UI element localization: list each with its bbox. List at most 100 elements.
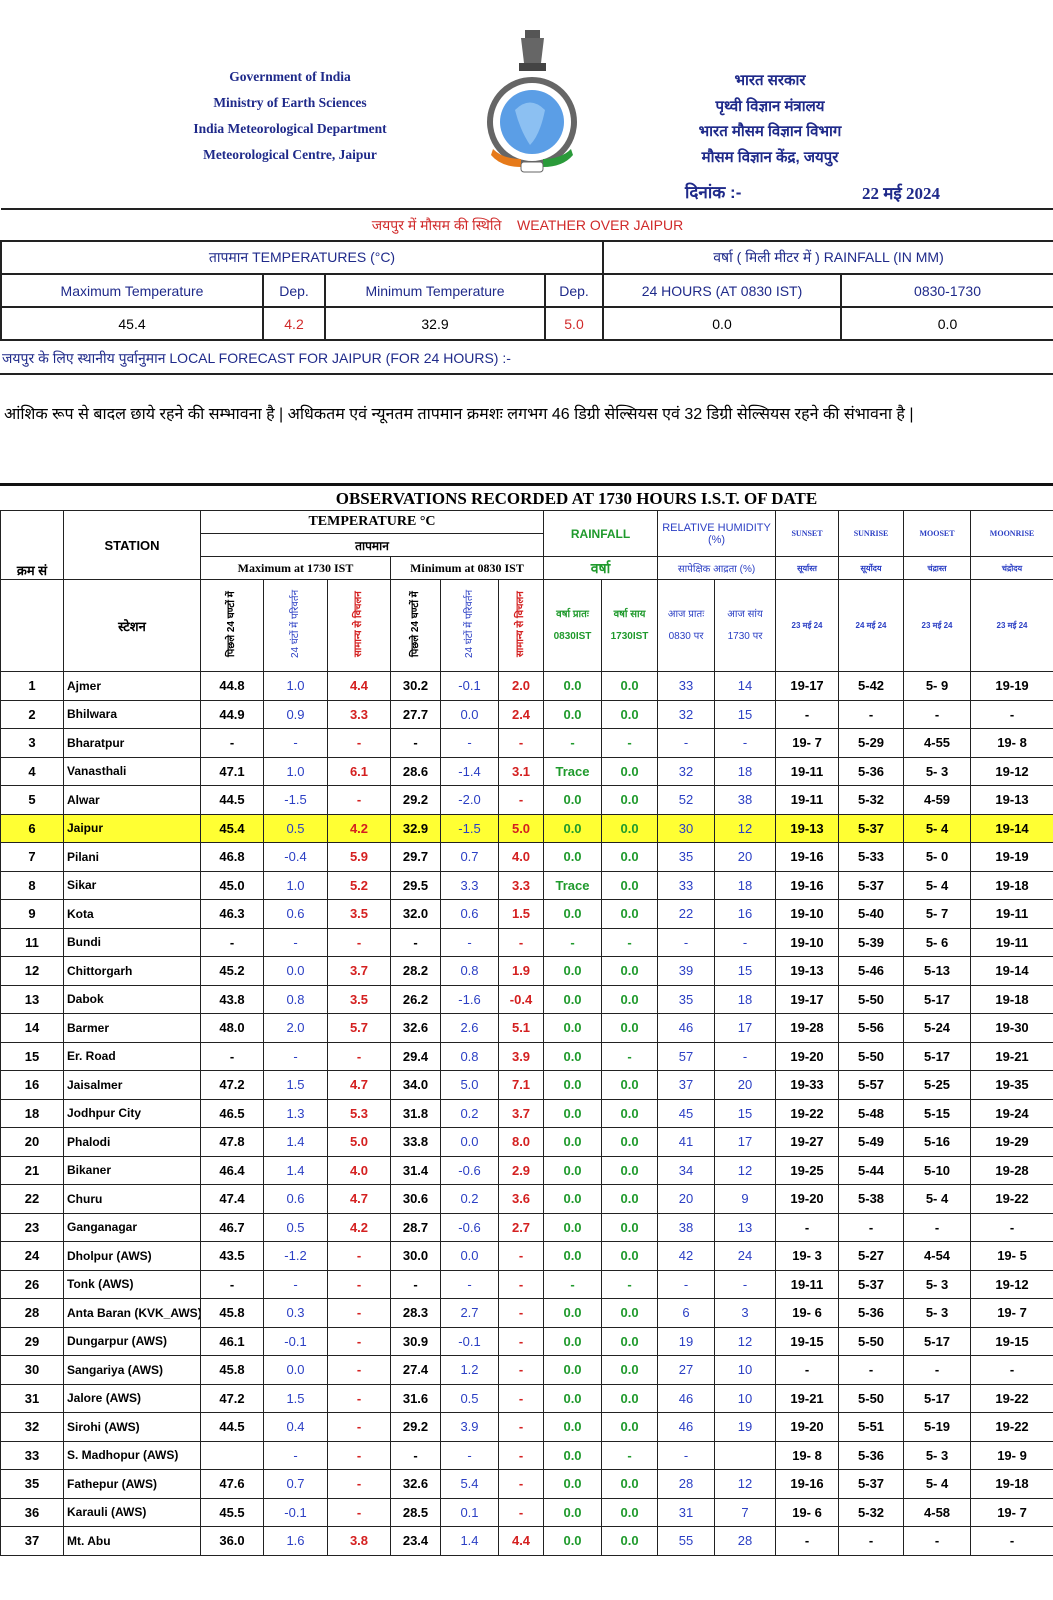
moonrise-cell: 19- 7 bbox=[970, 1497, 1053, 1527]
max-departure-cell: - bbox=[327, 1497, 391, 1527]
moonset-cell: 5- 3 bbox=[903, 1440, 972, 1470]
moonset-cell: 4-55 bbox=[903, 728, 972, 758]
max-temp-header: Maximum Temperature bbox=[0, 273, 264, 308]
station-cell: Karauli (AWS) bbox=[63, 1497, 201, 1527]
max-change-cell: 0.6 bbox=[263, 1184, 328, 1214]
max-departure-cell: - bbox=[327, 1412, 391, 1442]
moonset-cell: 5- 7 bbox=[903, 899, 972, 929]
rain-1730-b: 1730IST bbox=[610, 630, 649, 642]
letterhead: Government of India Ministry of Earth Sc… bbox=[0, 0, 1053, 208]
sunrise-cell: 5-49 bbox=[838, 1127, 905, 1157]
rh-0830-cell: 38 bbox=[657, 1212, 716, 1242]
min-departure-cell: - bbox=[497, 785, 545, 815]
sunset-cell: 19-25 bbox=[775, 1155, 840, 1185]
min-change-cell: 0.5 bbox=[440, 1383, 499, 1413]
max-departure-cell: - bbox=[327, 1355, 391, 1385]
max-change-cell: 2.0 bbox=[263, 1013, 328, 1043]
humidity-header-hi: सापेक्षिक आद्रता (%) bbox=[657, 556, 777, 580]
moonrise-cell: 19-14 bbox=[970, 813, 1053, 843]
sunrise-cell: 5-44 bbox=[838, 1155, 905, 1185]
moonrise-cell: 19-11 bbox=[970, 899, 1053, 929]
max-temp-cell: 47.4 bbox=[200, 1184, 264, 1214]
min-departure-cell: 4.0 bbox=[497, 842, 545, 872]
min-temp-cell: 32.6 bbox=[390, 1013, 441, 1043]
min-change-cell: 5.0 bbox=[440, 1070, 499, 1100]
max-temp-cell: - bbox=[200, 1041, 264, 1071]
max-last24-header: पिछले 24 घण्टों में bbox=[200, 579, 264, 672]
max-temp-cell: 47.2 bbox=[200, 1383, 264, 1413]
station-cell: Pilani bbox=[63, 842, 201, 872]
moonset-cell: - bbox=[903, 699, 972, 729]
forecast-text: आंशिक रूप से बादल छाये रहने की सम्भावना … bbox=[4, 406, 914, 423]
station-cell: Bhilwara bbox=[63, 699, 201, 729]
max-temp-cell: - bbox=[200, 927, 264, 957]
moonrise-cell: - bbox=[970, 1212, 1053, 1242]
min-change-header: 24 घंटों में परिवर्तन bbox=[440, 579, 499, 672]
serial-cell: 29 bbox=[0, 1326, 64, 1356]
max-temp-cell: 46.4 bbox=[200, 1155, 264, 1185]
min-temp-cell: - bbox=[390, 1440, 441, 1470]
moonset-cell: 5-25 bbox=[903, 1070, 972, 1100]
rh-0830-header: आज प्रातः 0830 पर bbox=[657, 579, 716, 672]
max-change-cell: 0.8 bbox=[263, 984, 328, 1014]
rh-1730-cell: 24 bbox=[714, 1241, 777, 1271]
station-cell: Jaipur bbox=[63, 813, 201, 843]
min-temp-cell: - bbox=[390, 1269, 441, 1299]
rain-1730-cell: 0.0 bbox=[601, 1412, 659, 1442]
rain-1730-cell: 0.0 bbox=[601, 1497, 659, 1527]
rh-1730-cell: 10 bbox=[714, 1355, 777, 1385]
rain-1730-cell: 0.0 bbox=[601, 1298, 659, 1328]
sunrise-cell: 5-32 bbox=[838, 1497, 905, 1527]
min-change-cell: -2.0 bbox=[440, 785, 499, 815]
sunset-cell: 19-16 bbox=[775, 1469, 840, 1499]
rain-0830-cell: 0.0 bbox=[543, 1412, 603, 1442]
max-change-cell: 0.9 bbox=[263, 699, 328, 729]
max-departure-cell: 4.2 bbox=[327, 813, 391, 843]
rh-0830-cell: 52 bbox=[657, 785, 716, 815]
moonrise-cell: 19-12 bbox=[970, 756, 1053, 786]
rain-1730-cell: 0.0 bbox=[601, 1184, 659, 1214]
title-hi: जयपुर में मौसम की स्थिति bbox=[371, 216, 502, 233]
sunset-cell: 19-11 bbox=[775, 1269, 840, 1299]
rh-0830-cell: 19 bbox=[657, 1326, 716, 1356]
rh-0830-cell: 39 bbox=[657, 956, 716, 986]
sunset-cell: 19- 6 bbox=[775, 1298, 840, 1328]
sunrise-cell: - bbox=[838, 699, 905, 729]
moonset-cell: 4-58 bbox=[903, 1497, 972, 1527]
rh-1730-cell: 17 bbox=[714, 1127, 777, 1157]
moonset-cell: - bbox=[903, 1212, 972, 1242]
rh-1730-cell: 12 bbox=[714, 1155, 777, 1185]
rh-0830-cell: 46 bbox=[657, 1383, 716, 1413]
min-change-cell: 0.1 bbox=[440, 1497, 499, 1527]
moonrise-cell: 19-14 bbox=[970, 956, 1053, 986]
max-departure-cell: - bbox=[327, 1440, 391, 1470]
max-change-cell: - bbox=[263, 1440, 328, 1470]
rain-1730-cell: - bbox=[601, 927, 659, 957]
rh-1730-cell: 14 bbox=[714, 671, 777, 701]
sunset-cell: 19-17 bbox=[775, 984, 840, 1014]
serial-cell: 13 bbox=[0, 984, 64, 1014]
rain-0830-cell: 0.0 bbox=[543, 956, 603, 986]
max-temp-cell: 46.5 bbox=[200, 1098, 264, 1128]
sunrise-cell: 5-37 bbox=[838, 870, 905, 900]
moonrise-cell: 19-30 bbox=[970, 1013, 1053, 1043]
sunrise-cell: 5-36 bbox=[838, 1440, 905, 1470]
max-change-cell: - bbox=[263, 927, 328, 957]
rh-0830-cell: - bbox=[657, 927, 716, 957]
sunrise-cell: 5-50 bbox=[838, 1383, 905, 1413]
min-departure-cell: - bbox=[497, 927, 545, 957]
min-change-cell: 0.2 bbox=[440, 1098, 499, 1128]
rh-0830-cell: 32 bbox=[657, 756, 716, 786]
max-change-cell: 1.0 bbox=[263, 671, 328, 701]
station-row: 28 Anta Baran (KVK_AWS) 45.8 0.3-28.3 2.7-0.… bbox=[0, 1298, 1053, 1328]
rh-1730-cell: 12 bbox=[714, 813, 777, 843]
ministry-line: Ministry of Earth Sciences bbox=[213, 95, 367, 110]
min-temp-cell: 28.3 bbox=[390, 1298, 441, 1328]
rain-1730-cell: 0.0 bbox=[601, 1355, 659, 1385]
rain-1730-cell: 0.0 bbox=[601, 899, 659, 929]
rh-1730-cell: 17 bbox=[714, 1013, 777, 1043]
rh-0830-cell: 27 bbox=[657, 1355, 716, 1385]
rain-1730-cell: 0.0 bbox=[601, 1098, 659, 1128]
rain-24h-value: 0.0 bbox=[602, 306, 842, 341]
max-temp-cell: 46.1 bbox=[200, 1326, 264, 1356]
